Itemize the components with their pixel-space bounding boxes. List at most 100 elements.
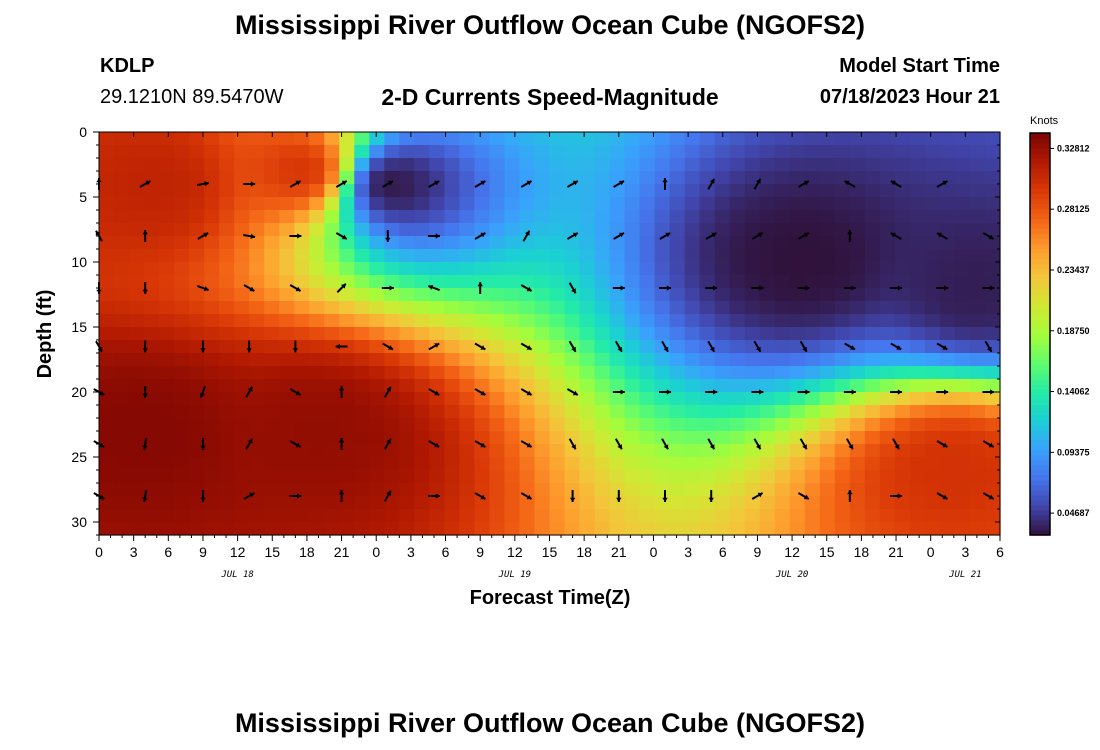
heatmap-cell <box>789 457 806 471</box>
heatmap-cell <box>624 132 641 146</box>
heatmap-cell <box>174 392 190 406</box>
heatmap-cell <box>489 405 506 419</box>
heatmap-cell <box>864 327 881 341</box>
current-vector-arrow <box>520 492 533 500</box>
heatmap-cell <box>639 301 656 315</box>
heatmap-cell <box>279 249 295 263</box>
heatmap-cell <box>744 249 761 263</box>
heatmap-cell <box>519 210 536 224</box>
heatmap-cell <box>174 249 190 263</box>
current-vector-arrow <box>474 232 486 240</box>
y-tick-label: 5 <box>79 189 87 205</box>
heatmap-cell <box>504 353 521 367</box>
heatmap-cell <box>129 314 145 328</box>
heatmap-cell <box>189 314 205 328</box>
heatmap-cell <box>939 132 956 146</box>
heatmap-cell <box>294 262 310 276</box>
heatmap-cell <box>714 145 731 159</box>
heatmap-cell <box>129 522 145 536</box>
heatmap-cell <box>429 431 445 445</box>
heatmap-cell <box>399 132 415 146</box>
heatmap-cell <box>339 496 355 510</box>
heatmap-cell <box>144 223 160 237</box>
heatmap-cell <box>459 210 476 224</box>
heatmap-cell <box>789 353 806 367</box>
heatmap-cell <box>954 405 971 419</box>
heatmap-cell <box>924 275 941 289</box>
colorbar-segment <box>1030 178 1050 184</box>
heatmap-cell <box>624 483 641 497</box>
heatmap-cell <box>324 353 340 367</box>
heatmap-cell <box>774 496 791 510</box>
heatmap-cell <box>219 288 235 302</box>
heatmap-cell <box>909 288 926 302</box>
heatmap-cell <box>444 379 460 393</box>
heatmap-cell <box>549 522 566 536</box>
heatmap-cell <box>264 210 280 224</box>
heatmap-cell <box>909 262 926 276</box>
heatmap-cell <box>399 366 415 380</box>
heatmap-cell <box>369 483 385 497</box>
heatmap-cell <box>534 418 551 432</box>
heatmap-cell <box>144 327 160 341</box>
heatmap-cell <box>249 145 265 159</box>
colorbar-segment <box>1030 469 1050 476</box>
heatmap-cell <box>189 522 205 536</box>
heatmap-cell <box>444 327 460 341</box>
heatmap-cell <box>804 288 821 302</box>
heatmap-cell <box>234 431 250 445</box>
heatmap-cell <box>219 379 235 393</box>
heatmap-cell <box>984 483 1001 497</box>
heatmap-cell <box>399 470 415 484</box>
heatmap-cell <box>744 184 761 198</box>
heatmap-cell <box>774 288 791 302</box>
heatmap-cell <box>414 509 430 523</box>
heatmap-cell <box>504 340 521 354</box>
current-vector-arrow <box>705 389 718 395</box>
heatmap-cell <box>909 405 926 419</box>
current-vector-arrow <box>200 340 206 353</box>
heatmap-cell <box>714 223 731 237</box>
heatmap-cell <box>114 496 130 510</box>
heatmap-cell <box>414 210 430 224</box>
heatmap-cell <box>99 275 115 289</box>
heatmap-cell <box>339 288 355 302</box>
heatmap-cell <box>219 522 235 536</box>
heatmap-cell <box>384 405 400 419</box>
current-vector-arrow <box>844 342 856 351</box>
heatmap-cell <box>699 132 716 146</box>
heatmap-cell <box>339 158 355 172</box>
heatmap-cell <box>489 327 506 341</box>
heatmap-cell <box>219 405 235 419</box>
heatmap-cell <box>744 210 761 224</box>
heatmap-cell <box>159 249 175 263</box>
y-tick-label: 10 <box>71 254 87 270</box>
heatmap-cell <box>699 197 716 211</box>
heatmap-cell <box>684 496 701 510</box>
current-vector-arrow <box>383 490 392 502</box>
heatmap-cell <box>624 184 641 198</box>
heatmap-cell <box>264 249 280 263</box>
heatmap-cell <box>804 496 821 510</box>
heatmap-cell <box>879 197 896 211</box>
heatmap-cell <box>669 171 686 185</box>
current-vector-arrow <box>200 438 206 450</box>
heatmap-cell <box>969 132 986 146</box>
heatmap-cell <box>699 262 716 276</box>
heatmap-cell <box>474 275 491 289</box>
heatmap-cell <box>129 171 145 185</box>
heatmap-cell <box>504 223 521 237</box>
heatmap-cell <box>969 288 986 302</box>
heatmap-cell <box>789 522 806 536</box>
heatmap-cell <box>774 444 791 458</box>
heatmap-cell <box>669 327 686 341</box>
heatmap-cell <box>699 288 716 302</box>
heatmap-cell <box>564 418 581 432</box>
heatmap-cell <box>624 405 641 419</box>
heatmap-cell <box>354 418 370 432</box>
heatmap-cell <box>804 327 821 341</box>
current-vector-arrow <box>245 438 254 450</box>
heatmap-cell <box>714 496 731 510</box>
heatmap-cell <box>399 223 415 237</box>
heatmap-cell <box>759 496 776 510</box>
